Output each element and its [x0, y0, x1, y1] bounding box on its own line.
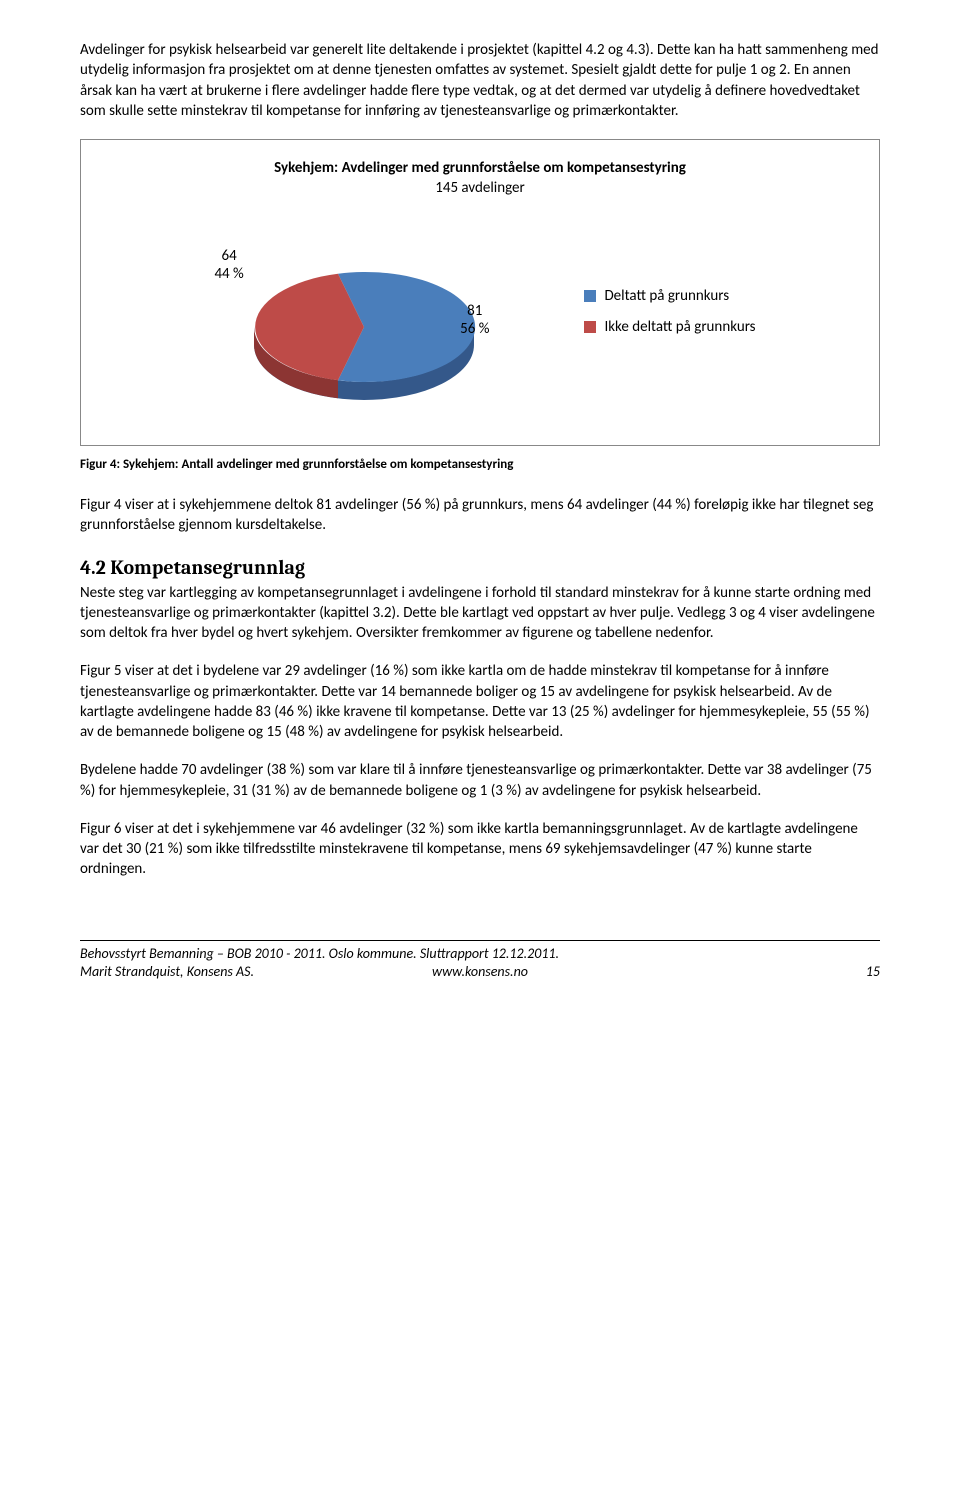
- pie-label-blue-percent: 56 %: [460, 320, 489, 338]
- figure-4-caption: Figur 4: Sykehjem: Antall avdelinger med…: [80, 456, 880, 474]
- section-4-2-heading: 4.2 Kompetansegrunnlag: [80, 554, 880, 581]
- intro-paragraph: Avdelinger for psykisk helsearbeid var g…: [80, 40, 880, 121]
- legend-item-blue: Deltatt på grunnkurs: [584, 286, 755, 306]
- figure-5-description: Figur 5 viser at det i bydelene var 29 a…: [80, 661, 880, 742]
- chart-title-block: Sykehjem: Avdelinger med grunnforståelse…: [111, 158, 849, 199]
- legend-swatch-red: [584, 321, 596, 333]
- pie-label-blue: 81 56 %: [460, 302, 489, 338]
- legend-item-red: Ikke deltatt på grunnkurs: [584, 317, 755, 337]
- legend-label-red: Ikke deltatt på grunnkurs: [604, 317, 755, 337]
- bydelene-paragraph: Bydelene hadde 70 avdelinger (38 %) som …: [80, 760, 880, 801]
- pie-label-red: 64 44 %: [214, 247, 243, 283]
- legend-swatch-blue: [584, 290, 596, 302]
- chart-title: Sykehjem: Avdelinger med grunnforståelse…: [111, 158, 849, 178]
- pie-label-blue-value: 81: [467, 302, 482, 320]
- section-4-2-intro: Neste steg var kartlegging av kompetanse…: [80, 583, 880, 644]
- chart-legend: Deltatt på grunnkurs Ikke deltatt på gru…: [584, 286, 755, 347]
- legend-label-blue: Deltatt på grunnkurs: [604, 286, 729, 306]
- footer-line-1: Behovsstyrt Bemanning – BOB 2010 - 2011.…: [80, 945, 880, 964]
- footer-author: Marit Strandquist, Konsens AS.: [80, 963, 254, 982]
- pie-chart: 64 44 % 81 56 %: [204, 217, 524, 417]
- figure-4-description: Figur 4 viser at i sykehjemmene deltok 8…: [80, 495, 880, 536]
- footer-line-2: Marit Strandquist, Konsens AS. www.konse…: [80, 963, 880, 982]
- pie-chart-figure: Sykehjem: Avdelinger med grunnforståelse…: [80, 139, 880, 446]
- chart-body: 64 44 % 81 56 % Deltatt på grunnkurs Ikk…: [111, 217, 849, 417]
- pie-label-red-value: 64: [221, 247, 236, 265]
- chart-subtitle: 145 avdelinger: [111, 178, 849, 198]
- pie-label-red-percent: 44 %: [214, 265, 243, 283]
- footer-url: www.konsens.no: [432, 963, 528, 982]
- page-footer: Behovsstyrt Bemanning – BOB 2010 - 2011.…: [80, 940, 880, 983]
- figure-6-description: Figur 6 viser at det i sykehjemmene var …: [80, 819, 880, 880]
- footer-page-number: 15: [866, 963, 880, 982]
